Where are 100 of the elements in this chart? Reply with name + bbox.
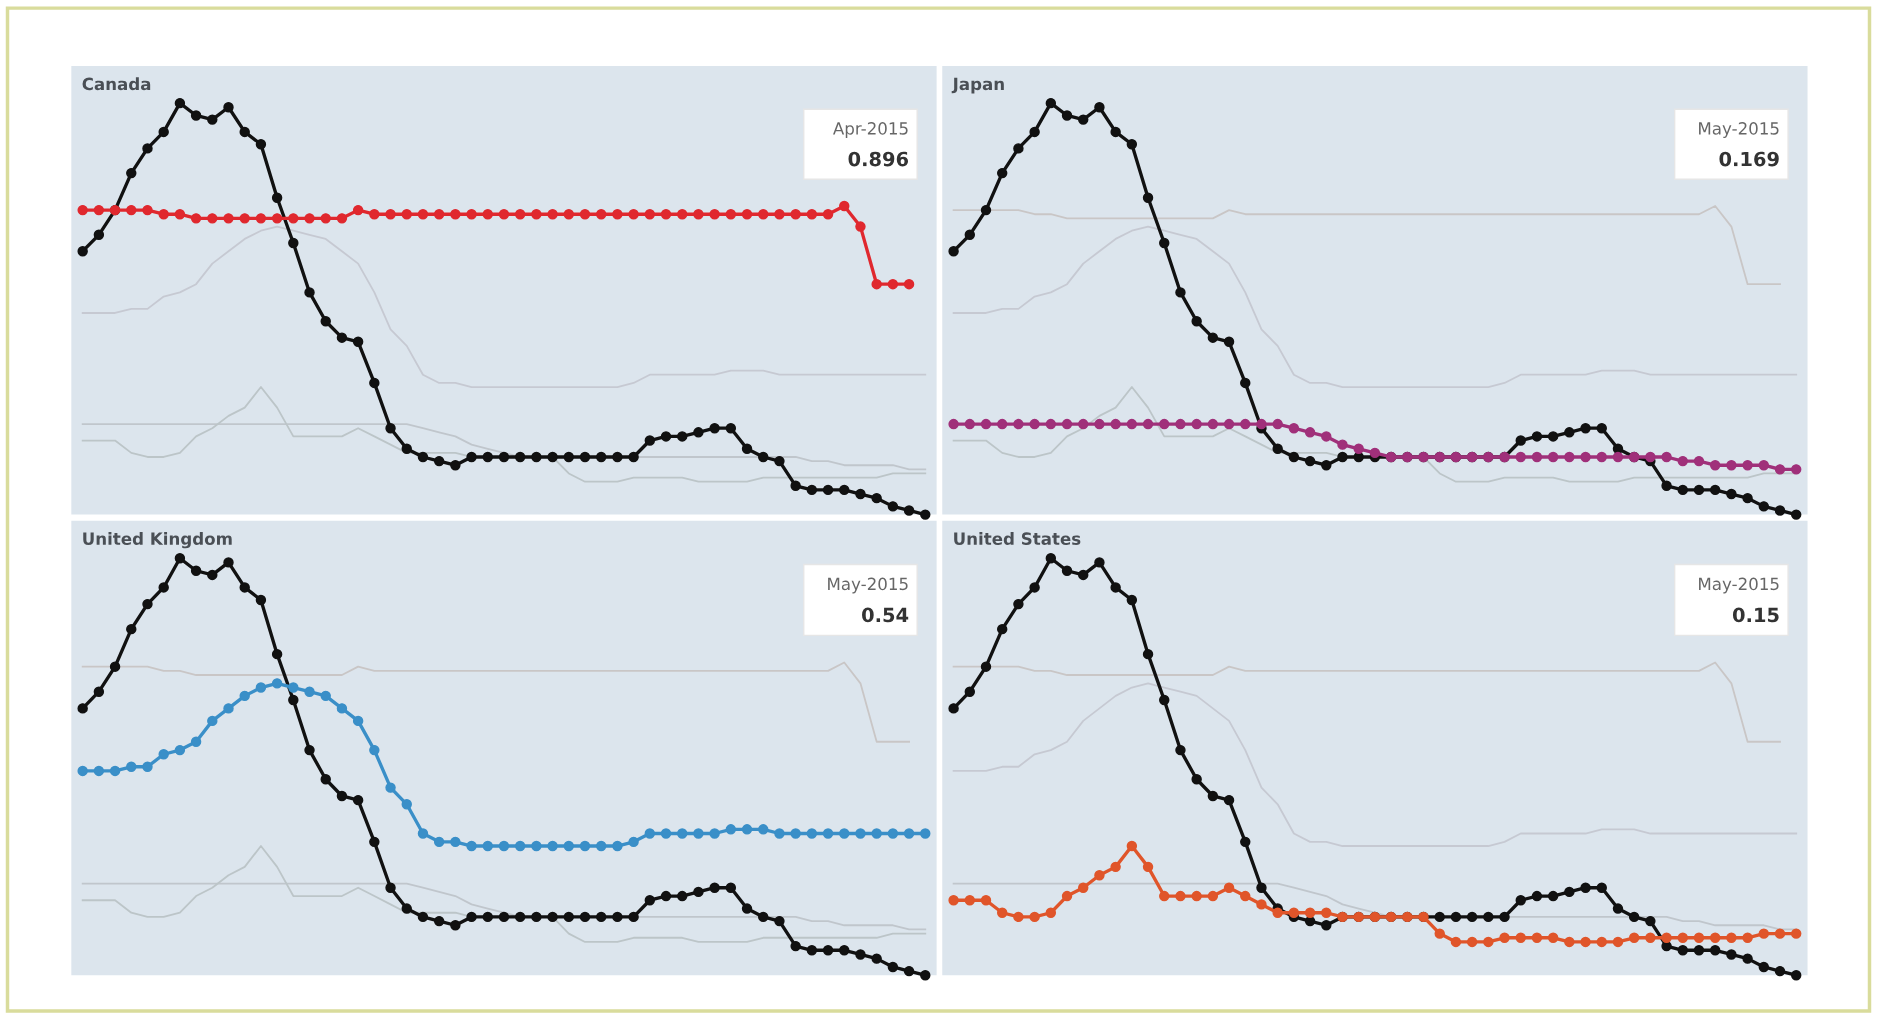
annotation: May-2015 — [1699, 122, 1779, 138]
point — [1061, 565, 1073, 576]
point — [1726, 460, 1737, 471]
point — [758, 451, 769, 463]
point — [855, 949, 866, 960]
point — [595, 451, 607, 463]
point — [498, 209, 510, 220]
point — [1758, 460, 1770, 471]
point — [1013, 598, 1024, 610]
point — [997, 167, 1008, 179]
point — [1304, 427, 1316, 438]
point — [320, 213, 331, 224]
point — [93, 229, 105, 241]
point — [336, 332, 348, 343]
point — [190, 736, 202, 747]
point — [693, 886, 704, 898]
point — [547, 911, 558, 923]
point — [628, 451, 639, 463]
point — [1013, 143, 1024, 154]
point — [1159, 418, 1170, 430]
point — [466, 209, 477, 220]
point — [401, 903, 412, 914]
point — [288, 237, 299, 249]
point — [1175, 287, 1186, 298]
point — [774, 455, 785, 467]
point — [109, 765, 121, 777]
point — [482, 840, 493, 852]
point — [450, 836, 461, 848]
point — [93, 765, 105, 777]
point — [1191, 774, 1202, 785]
point — [1159, 890, 1170, 902]
point — [1612, 451, 1624, 463]
point — [433, 915, 445, 927]
point — [1790, 464, 1802, 475]
point — [1596, 451, 1607, 463]
point — [174, 744, 186, 756]
point — [1628, 932, 1640, 943]
point — [1288, 451, 1300, 463]
point — [1272, 418, 1283, 430]
point — [304, 686, 315, 697]
point — [547, 451, 558, 463]
point — [498, 840, 510, 852]
annotation: May-2015 — [828, 577, 908, 594]
point — [644, 828, 656, 839]
point — [547, 840, 558, 852]
point — [1564, 451, 1575, 463]
point — [1240, 890, 1251, 902]
point — [871, 828, 882, 839]
point — [1304, 455, 1316, 467]
point — [1045, 907, 1057, 918]
point — [1337, 439, 1348, 450]
point — [93, 686, 105, 697]
point — [1321, 907, 1332, 918]
point — [948, 703, 959, 714]
point — [1693, 932, 1705, 943]
point — [514, 209, 526, 220]
point — [1677, 945, 1688, 956]
annotation: Apr-2015 — [833, 122, 908, 138]
point — [174, 209, 186, 220]
point — [1645, 915, 1656, 927]
point — [401, 209, 412, 220]
point — [839, 828, 850, 839]
point — [1110, 126, 1121, 138]
chart-title: Japan — [951, 77, 1004, 94]
point — [1677, 932, 1688, 943]
point — [1790, 928, 1802, 939]
point — [1029, 582, 1040, 593]
point — [1223, 336, 1235, 347]
point — [1191, 890, 1202, 902]
point — [964, 418, 976, 430]
point — [1175, 890, 1186, 902]
point — [1061, 890, 1073, 902]
point — [595, 911, 607, 923]
annotation: 0.169 — [1719, 151, 1779, 167]
point — [1272, 907, 1283, 918]
point — [433, 836, 445, 848]
point — [369, 209, 380, 220]
point — [1126, 139, 1138, 150]
point — [1515, 932, 1526, 943]
point — [239, 213, 250, 224]
point — [920, 970, 931, 981]
point — [223, 213, 234, 224]
point — [741, 824, 753, 835]
point — [1045, 553, 1057, 564]
annotation: 0.896 — [848, 151, 909, 167]
point — [352, 336, 364, 347]
point — [271, 192, 283, 203]
point — [1547, 890, 1559, 902]
point — [385, 782, 396, 793]
point — [288, 682, 299, 693]
chart-title: United Kingdom — [83, 532, 232, 549]
point — [1547, 932, 1559, 943]
point — [741, 209, 753, 220]
point — [1564, 936, 1575, 948]
point — [677, 209, 688, 220]
point — [288, 694, 299, 706]
point — [1013, 418, 1024, 430]
point — [514, 911, 526, 923]
point — [1029, 911, 1040, 923]
point — [1790, 509, 1802, 520]
